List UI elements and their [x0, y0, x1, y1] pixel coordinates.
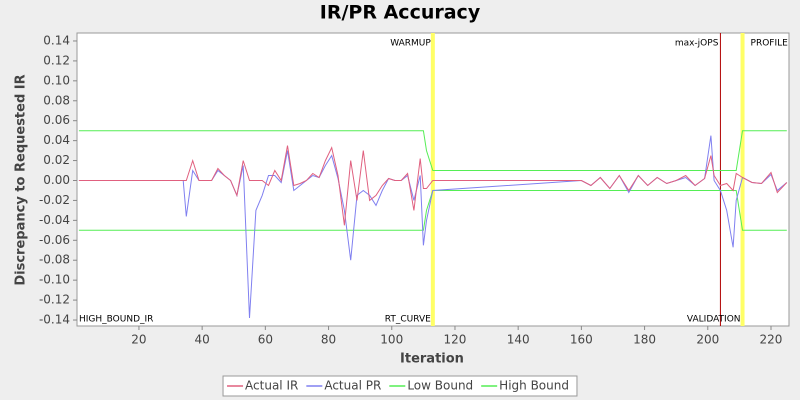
series-line — [78, 145, 788, 226]
y-tick-label: -0.14 — [39, 313, 70, 327]
legend-label: Low Bound — [407, 379, 473, 393]
x-tick-label: 220 — [760, 333, 783, 347]
x-tick-label: 140 — [507, 333, 530, 347]
y-tick-label: -0.06 — [39, 233, 70, 247]
y-tick-label: -0.10 — [39, 273, 70, 287]
y-tick-label: 0.12 — [43, 53, 70, 67]
x-tick-label: 200 — [696, 333, 719, 347]
y-tick-label: -0.08 — [39, 253, 70, 267]
y-tick-label: 0.06 — [43, 113, 70, 127]
y-tick-label: 0.14 — [43, 33, 70, 47]
phase-label: max-jOPS — [675, 39, 719, 49]
x-tick-label: 60 — [258, 333, 273, 347]
y-tick-label: 0.10 — [43, 73, 70, 87]
x-tick-label: 180 — [633, 333, 656, 347]
y-tick-label: 0.04 — [43, 133, 70, 147]
x-axis-label: Iteration — [400, 352, 464, 367]
phase-label: WARMUP — [390, 39, 431, 49]
chart-title: IR/PR Accuracy — [320, 2, 481, 24]
x-tick-label: 80 — [321, 333, 336, 347]
y-tick-label: 0.02 — [43, 153, 70, 167]
legend-label: Actual PR — [324, 379, 381, 393]
x-tick-label: 100 — [380, 333, 403, 347]
y-tick-label: 0.00 — [43, 173, 70, 187]
y-tick-label: -0.02 — [39, 193, 70, 207]
series-line — [78, 190, 787, 231]
phase-label: VALIDATION — [687, 315, 741, 325]
legend-label: High Bound — [499, 379, 569, 393]
series-line — [78, 130, 787, 171]
x-tick-label: 40 — [195, 333, 210, 347]
y-tick-label: 0.08 — [43, 93, 70, 107]
legend-label: Actual IR — [245, 379, 298, 393]
y-tick-label: -0.12 — [39, 293, 70, 307]
x-tick-label: 120 — [444, 333, 467, 347]
x-tick-label: 20 — [131, 333, 146, 347]
phase-label: RT_CURVE — [385, 315, 431, 325]
phase-label: PROFILE — [751, 39, 789, 49]
y-axis-label: Discrepancy to Requested IR — [14, 74, 29, 285]
y-tick-label: -0.04 — [39, 213, 70, 227]
corner-label: HIGH_BOUND_IR — [79, 315, 153, 325]
x-tick-label: 160 — [570, 333, 593, 347]
